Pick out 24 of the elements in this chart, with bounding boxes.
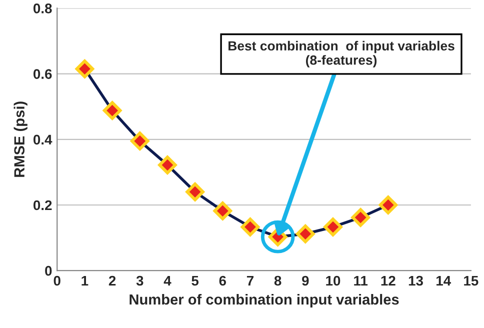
x-tick-label: 13 — [408, 276, 423, 286]
x-tick-label: 3 — [136, 276, 144, 286]
x-tick-label: 7 — [246, 276, 254, 286]
x-tick-label: 4 — [164, 276, 172, 286]
x-tick-label: 2 — [108, 276, 116, 286]
y-tick-label: 0 — [45, 266, 52, 276]
y-axis-title: RMSE (psi) — [14, 102, 28, 177]
x-axis-title: Number of combination input variables — [130, 294, 399, 308]
x-tick-label: 6 — [219, 276, 226, 286]
x-tick-label: 1 — [82, 276, 88, 286]
x-tick-label: 12 — [381, 276, 396, 286]
y-tick-label: 0.4 — [33, 134, 52, 145]
x-tick-label: 8 — [274, 276, 282, 286]
x-tick-label: 14 — [436, 276, 451, 286]
y-tick-label: 0.6 — [33, 69, 52, 79]
x-tick-label: 11 — [354, 276, 368, 286]
x-tick-label: 0 — [54, 276, 60, 286]
annotation: Best combination of input variables (8-features) — [228, 40, 454, 68]
y-tick-label: 0.2 — [33, 200, 52, 210]
x-tick-label: 5 — [192, 276, 199, 286]
x-tick-label: 15 — [464, 276, 478, 286]
x-tick-label: 10 — [326, 276, 340, 286]
y-tick-label: 0.8 — [33, 4, 52, 14]
x-tick-label: 9 — [302, 276, 309, 286]
